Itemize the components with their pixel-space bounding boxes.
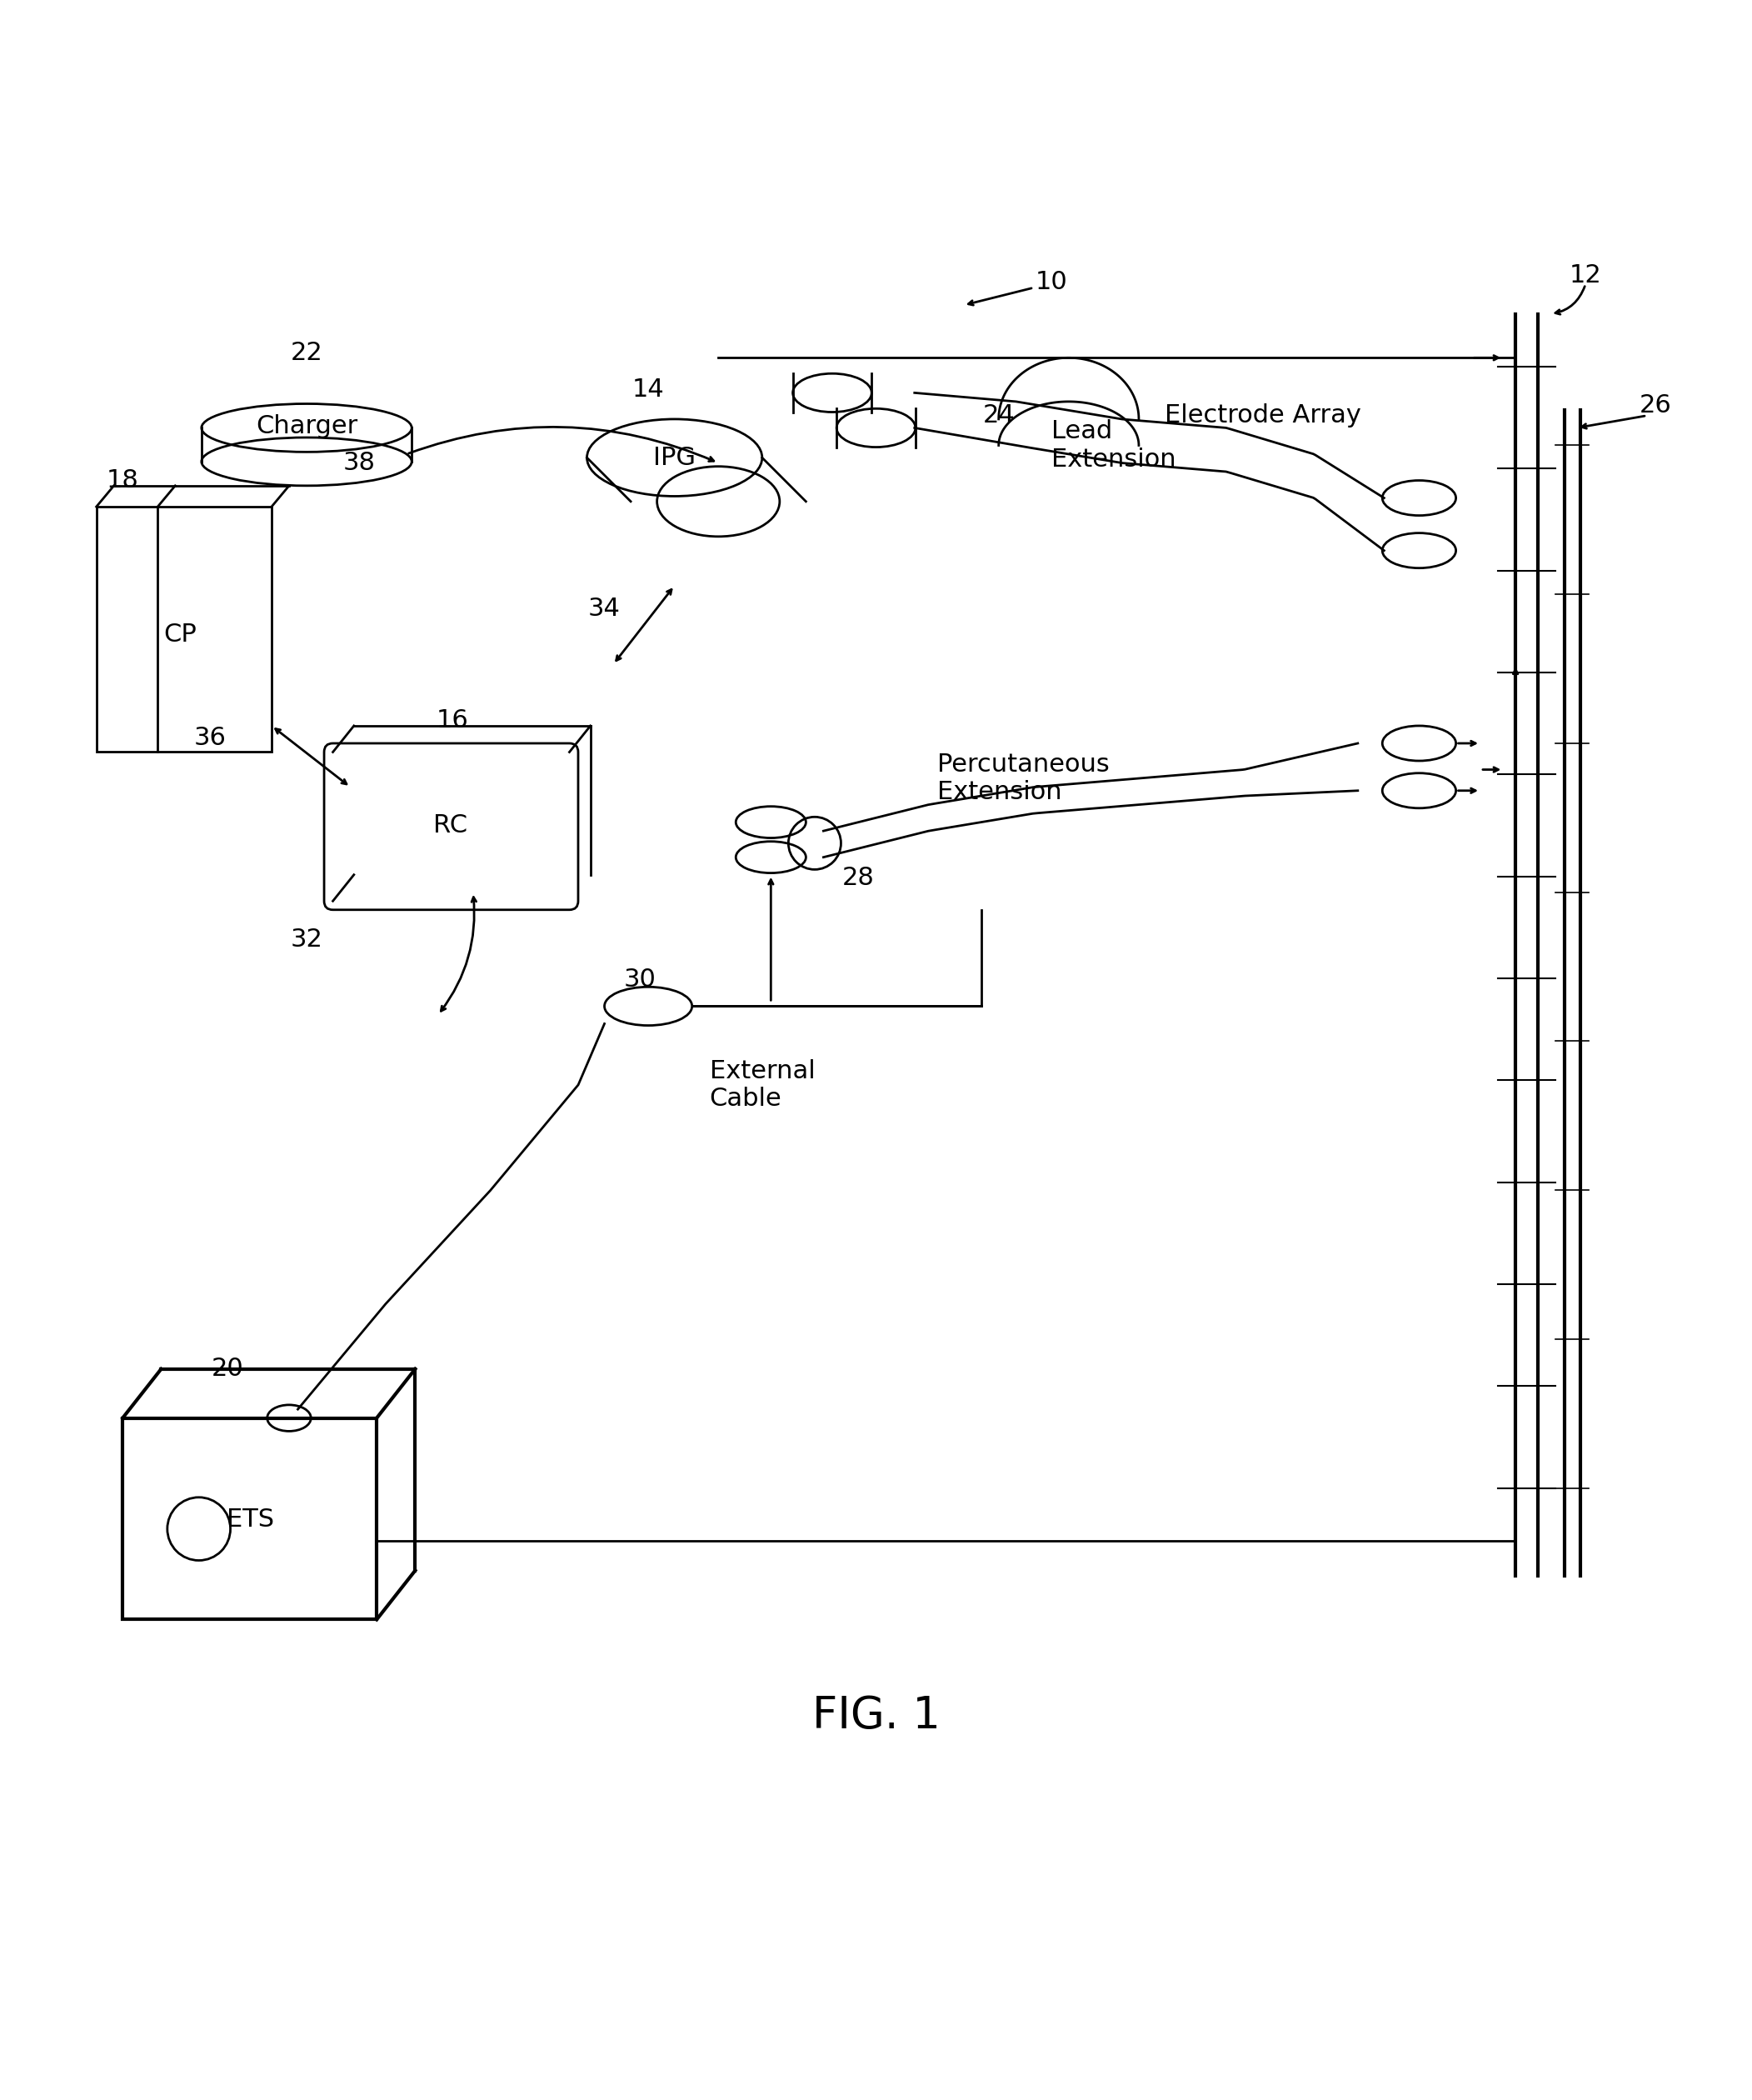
Text: External
Cable: External Cable xyxy=(710,1058,815,1111)
Text: 20: 20 xyxy=(212,1357,244,1382)
Text: 18: 18 xyxy=(107,468,138,494)
Text: FIG. 1: FIG. 1 xyxy=(811,1695,941,1737)
Text: Percutaneous
Extension: Percutaneous Extension xyxy=(937,752,1109,804)
Text: 30: 30 xyxy=(624,968,655,991)
Text: 14: 14 xyxy=(632,378,664,401)
Text: 38: 38 xyxy=(343,452,375,475)
Text: 36: 36 xyxy=(194,727,226,750)
Text: 16: 16 xyxy=(436,708,468,733)
Text: ETS: ETS xyxy=(226,1508,275,1531)
Text: 32: 32 xyxy=(291,928,322,951)
Text: 22: 22 xyxy=(291,340,322,365)
Text: RC: RC xyxy=(433,813,468,838)
Text: IPG: IPG xyxy=(653,445,696,470)
Text: 28: 28 xyxy=(843,865,874,890)
Text: 26: 26 xyxy=(1640,393,1671,418)
Text: Electrode Array: Electrode Array xyxy=(1165,403,1361,428)
Text: 34: 34 xyxy=(589,596,620,620)
Text: CP: CP xyxy=(165,622,196,647)
Text: Charger: Charger xyxy=(256,414,357,439)
Text: 12: 12 xyxy=(1570,262,1601,288)
Text: 24: 24 xyxy=(983,403,1014,428)
Text: Lead
Extension: Lead Extension xyxy=(1051,420,1176,472)
Text: 10: 10 xyxy=(1035,271,1067,294)
